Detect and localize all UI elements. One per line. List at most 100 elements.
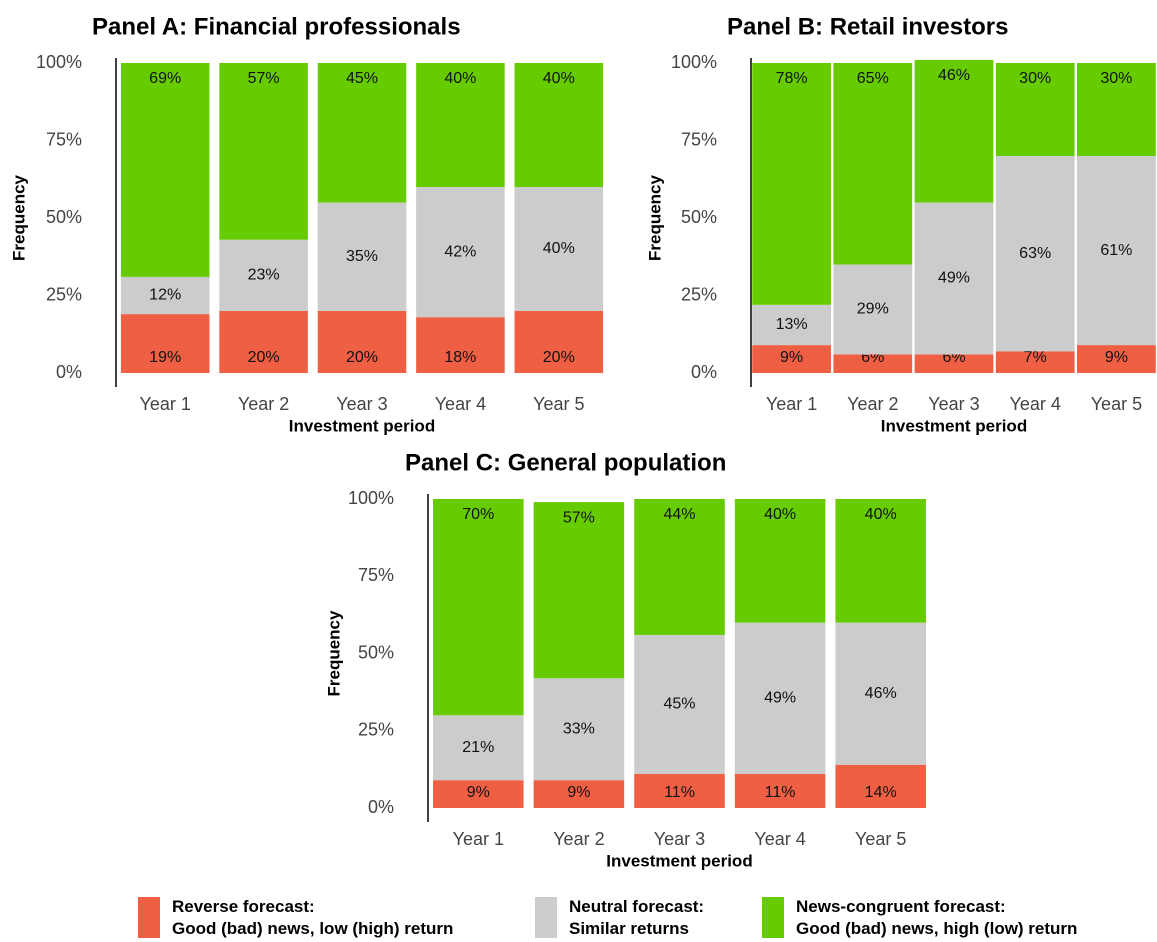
bar-segment xyxy=(533,502,625,679)
y-tick-label: 0% xyxy=(691,362,717,382)
y-tick-label: 100% xyxy=(36,52,82,72)
x-tick-label: Year 1 xyxy=(766,394,817,414)
bar-segment xyxy=(835,764,926,808)
data-label: 11% xyxy=(664,784,695,801)
bar-segment xyxy=(317,311,407,373)
charts: Panel A: Financial professionals Frequenc… xyxy=(9,13,1156,870)
bar-segment xyxy=(533,678,625,781)
bar-segment xyxy=(914,202,994,355)
y-tick-label: 0% xyxy=(56,362,82,382)
data-label: 30% xyxy=(1019,70,1051,87)
data-label: 45% xyxy=(663,696,695,713)
data-label: 20% xyxy=(248,349,280,366)
bar-segment xyxy=(1077,345,1156,373)
data-label: 46% xyxy=(865,685,897,702)
x-axis-label: Investment period xyxy=(606,851,752,870)
data-label: 46% xyxy=(938,67,970,84)
x-axis-label: Investment period xyxy=(289,416,435,435)
bar-segment xyxy=(833,264,913,355)
data-label: 40% xyxy=(543,70,575,87)
bar-segment xyxy=(514,63,604,187)
data-label: 40% xyxy=(865,506,897,523)
y-axis-label: Frequency xyxy=(324,610,343,697)
bar-segment xyxy=(734,774,826,808)
data-label: 44% xyxy=(663,506,695,523)
x-tick-label: Year 2 xyxy=(553,829,604,849)
data-label: 33% xyxy=(563,720,595,737)
bar-segment xyxy=(219,239,308,311)
data-label: 9% xyxy=(567,784,590,801)
x-tick-label: Year 3 xyxy=(336,394,387,414)
bar-segment xyxy=(416,63,505,187)
legend-label: News-congruent forecast: Good (bad) news… xyxy=(796,897,1078,938)
data-label: 70% xyxy=(462,506,494,523)
y-tick-label: 25% xyxy=(46,284,82,304)
data-label: 21% xyxy=(462,739,494,756)
x-tick-label: Year 4 xyxy=(435,394,486,414)
bar-segment xyxy=(734,622,826,775)
legend-swatch xyxy=(762,897,784,938)
data-label: 13% xyxy=(776,316,808,333)
bar-segment xyxy=(734,499,826,623)
x-tick-label: Year 4 xyxy=(1010,394,1061,414)
x-tick-label: Year 1 xyxy=(140,394,191,414)
bar-segment xyxy=(433,499,524,716)
legend-label: Reverse forecast: Good (bad) news, low (… xyxy=(172,897,454,938)
bar-segment xyxy=(433,780,524,808)
bar-segment xyxy=(634,774,725,808)
bar-segment xyxy=(120,276,210,315)
data-label: 29% xyxy=(857,301,889,318)
bar-segment xyxy=(995,63,1075,156)
x-tick-label: Year 5 xyxy=(1091,394,1142,414)
legend-label: Neutral forecast: Similar returns xyxy=(569,897,705,938)
data-label: 20% xyxy=(346,349,378,366)
chart-title: Panel C: General population xyxy=(405,449,726,476)
x-axis-label: Investment period xyxy=(881,416,1027,435)
data-label: 49% xyxy=(764,690,796,707)
bar-segment xyxy=(914,59,994,203)
x-tick-label: Year 3 xyxy=(928,394,979,414)
bar-segment xyxy=(914,354,994,373)
bar-segment xyxy=(219,311,308,373)
data-label: 40% xyxy=(444,70,476,87)
legend-swatch xyxy=(138,897,160,938)
y-tick-label: 50% xyxy=(358,642,394,662)
chart-title: Panel B: Retail investors xyxy=(727,13,1008,40)
y-axis-label: Frequency xyxy=(645,174,664,261)
data-label: 57% xyxy=(563,509,595,526)
bar-segment xyxy=(317,202,407,311)
data-label: 78% xyxy=(776,70,808,87)
bar-segment xyxy=(120,63,210,277)
x-tick-label: Year 5 xyxy=(855,829,906,849)
data-label: 30% xyxy=(1100,70,1132,87)
bar-segment xyxy=(752,304,831,346)
bar-segment xyxy=(995,156,1075,352)
data-label: 49% xyxy=(938,270,970,287)
data-label: 12% xyxy=(149,287,181,304)
bar-segment xyxy=(533,780,625,808)
bar-segment xyxy=(752,345,831,373)
bar-segment xyxy=(835,622,926,765)
x-tick-label: Year 2 xyxy=(847,394,898,414)
y-tick-label: 100% xyxy=(671,52,717,72)
x-tick-label: Year 5 xyxy=(533,394,584,414)
data-label: 45% xyxy=(346,70,378,87)
data-label: 69% xyxy=(149,70,181,87)
data-label: 9% xyxy=(467,784,490,801)
bar-segment xyxy=(833,63,913,265)
y-tick-label: 75% xyxy=(681,129,717,149)
legend-swatch xyxy=(535,897,557,938)
y-tick-label: 25% xyxy=(358,720,394,740)
bar-segment xyxy=(995,351,1075,373)
chart-title: Panel A: Financial professionals xyxy=(92,13,461,40)
bar-segment xyxy=(514,187,604,311)
data-label: 40% xyxy=(764,506,796,523)
data-label: 23% xyxy=(248,267,280,284)
data-label: 18% xyxy=(444,349,476,366)
bar-segment xyxy=(219,63,308,240)
bar-segment xyxy=(433,715,524,781)
bar-segment xyxy=(634,499,725,635)
y-tick-label: 0% xyxy=(368,797,394,817)
bar-segment xyxy=(835,499,926,623)
